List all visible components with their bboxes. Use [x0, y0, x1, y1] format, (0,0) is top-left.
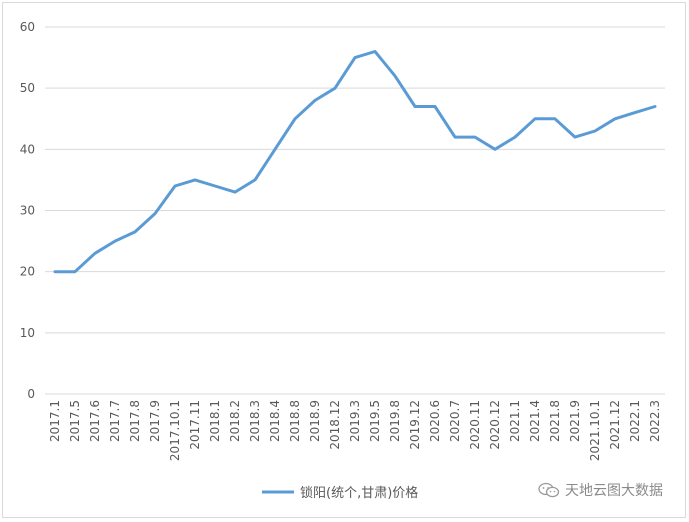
x-tick-label: 2020.11 [468, 400, 482, 450]
y-tick-label: 60 [20, 20, 35, 34]
x-tick-label: 2018.1 [208, 400, 222, 442]
x-tick-label: 2017.10.1 [168, 400, 182, 461]
x-tick-label: 2019.3 [348, 400, 362, 442]
legend-label: 锁阳(统个,甘肃)价格 [300, 485, 418, 501]
x-tick-label: 2019.8 [388, 400, 402, 442]
y-axis-ticks: 0 10 20 30 40 50 60 [20, 20, 35, 401]
watermark: 天地云图大数据 [538, 480, 663, 500]
x-tick-label: 2020.7 [448, 400, 462, 442]
gridlines [45, 26, 665, 334]
wechat-icon [538, 482, 560, 498]
x-tick-label: 2020.6 [428, 400, 442, 442]
y-tick-label: 20 [20, 265, 35, 279]
x-tick-label: 2018.4 [268, 400, 282, 442]
y-tick-label: 30 [20, 204, 35, 218]
watermark-text: 天地云图大数据 [565, 483, 663, 499]
x-tick-label: 2021.1 [508, 400, 522, 442]
x-tick-label: 2018.3 [248, 400, 262, 442]
x-tick-label: 2018.9 [308, 400, 322, 442]
x-tick-label: 2022.1 [628, 400, 642, 442]
x-tick-label: 2017.6 [88, 400, 102, 442]
y-tick-label: 10 [20, 326, 35, 340]
x-tick-label: 2018.12 [328, 400, 342, 450]
x-tick-label: 2021.8 [548, 400, 562, 442]
series-line [53, 50, 657, 274]
x-tick-label: 2019.12 [408, 400, 422, 450]
y-tick-label: 0 [27, 387, 35, 401]
x-tick-label: 2017.1 [48, 400, 62, 442]
x-tick-label: 2018.8 [288, 400, 302, 442]
x-tick-label: 2021.12 [608, 400, 622, 450]
x-tick-label: 2017.11 [188, 400, 202, 450]
x-tick-label: 2017.9 [148, 400, 162, 442]
x-tick-label: 2021.4 [528, 400, 542, 442]
legend: 锁阳(统个,甘肃)价格 [262, 485, 418, 501]
y-tick-label: 40 [20, 142, 35, 156]
x-tick-label: 2018.2 [228, 400, 242, 442]
x-tick-label: 2021.9 [568, 400, 582, 442]
x-tick-label: 2021.10.1 [588, 400, 602, 461]
x-tick-label: 2017.5 [68, 400, 82, 442]
x-axis-ticks: 2017.1 2017.5 2017.6 2017.7 2017.8 2017.9 2017… [48, 400, 662, 461]
y-tick-label: 50 [20, 81, 35, 95]
x-tick-label: 2017.8 [128, 400, 142, 442]
x-tick-label: 2022.3 [648, 400, 662, 442]
x-tick-label: 2020.12 [488, 400, 502, 450]
x-tick-label: 2017.7 [108, 400, 122, 442]
x-tick-label: 2019.5 [368, 400, 382, 442]
